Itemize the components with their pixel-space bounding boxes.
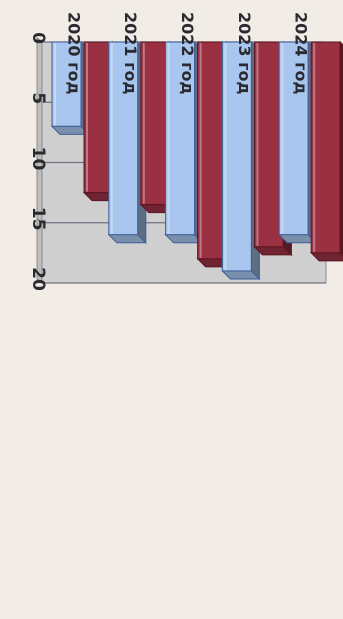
- category-label: 2024 год: [292, 12, 311, 94]
- value-tick-label: 20: [28, 267, 48, 291]
- bar-depth-face: [339, 40, 343, 257]
- bar: [164, 40, 204, 245]
- gridline-depth: [36, 218, 43, 224]
- value-axis-ticks: 0 5 10 15 20: [28, 32, 48, 291]
- gridline-depth: [36, 97, 43, 103]
- category-label: 2023 год: [235, 12, 254, 94]
- bar-front-face: [278, 41, 309, 236]
- bar-front-face: [165, 41, 196, 236]
- gridline-depth: [36, 37, 43, 43]
- bar-front-face: [140, 41, 171, 206]
- value-tick-label: 15: [28, 207, 48, 231]
- gridline-depth: [36, 158, 43, 163]
- bar-front-face: [310, 41, 341, 254]
- category-label: 2021 год: [121, 12, 140, 94]
- bar-front-face: [51, 41, 82, 127]
- value-tick-label: 10: [28, 147, 48, 171]
- value-tick-label: 5: [28, 92, 48, 104]
- bar: [309, 40, 343, 262]
- bar-end-face: [309, 252, 343, 262]
- value-tick-label: 0: [28, 32, 48, 44]
- category-axis-labels: 2020 год 2021 год 2022 год 2023 год 2024 год: [64, 12, 310, 94]
- gridline-depth: [36, 278, 43, 284]
- category-label: 2022 год: [178, 12, 197, 94]
- category-label: 2020 год: [64, 12, 83, 94]
- bar-front-face: [197, 41, 228, 260]
- bars: [50, 40, 343, 281]
